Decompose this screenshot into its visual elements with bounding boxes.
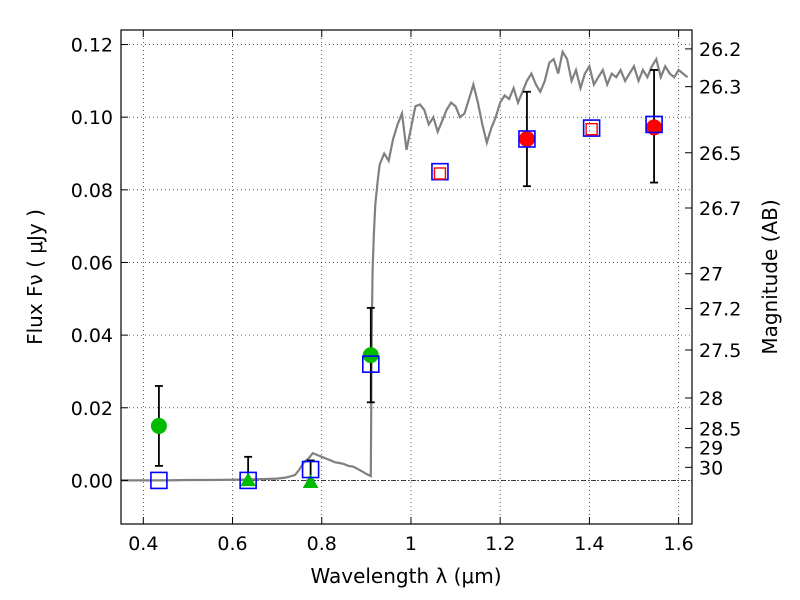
y-tick-label: 0.10 [71,107,113,129]
x-tick-label: 0.4 [128,533,158,555]
model-flux-square [645,115,663,134]
upper-limit-point [240,472,256,487]
y-tick-label: 0.00 [71,470,113,492]
magnitude-axis-label: Magnitude (AB) [758,199,782,354]
x-tick-label: 1.6 [664,533,694,555]
x-tick-label: 1.4 [574,533,604,555]
magnitude-tick-label: 30 [699,457,723,479]
magnitude-tick-label: 27.5 [699,340,741,362]
model-flux-square [239,471,257,490]
magnitude-tick-label: 28 [699,388,723,410]
magnitude-tick-label: 28.5 [699,418,741,440]
magnitude-tick-label: 29 [699,438,723,460]
magnitude-tick-label: 26.2 [699,39,741,61]
x-axis-label: Wavelength λ (μm) [310,564,501,588]
x-tick-label: 1 [405,533,417,555]
x-tick-label: 0.8 [307,533,337,555]
plot-series [121,48,689,490]
y-axis-label: Flux Fν ( μJy ) [23,209,47,345]
magnitude-tick-label: 26.3 [699,77,741,99]
model-spectrum-line [121,48,689,482]
photometry-point [362,347,379,364]
x-tick-label: 0.6 [217,533,247,555]
x-tick-label: 1.2 [485,533,515,555]
y-tick-label: 0.06 [71,252,113,274]
magnitude-tick-label: 27 [699,264,723,286]
photometry-point [150,417,167,434]
magnitude-tick-label: 26.7 [699,198,741,220]
y-tick-label: 0.04 [71,325,113,347]
model-flux-square [582,119,601,137]
y-tick-label: 0.08 [71,180,113,202]
model-flux-small-square [433,167,447,180]
model-flux-square [518,130,536,148]
y-tick-label: 0.02 [71,398,113,420]
plot-frame [120,29,693,525]
y-tick-label: 0.12 [71,35,113,57]
axis-ticks: 0.4 0.6 0.8 1 1.2 1.4 1.6 0.00 0.02 0.04 0.06 0.08 0… [71,30,741,555]
photometry-point [518,130,535,147]
model-flux-square [362,355,380,373]
magnitude-tick-label: 27.2 [699,299,741,321]
magnitude-tick-label: 26.5 [699,143,741,165]
upper-limit-point [302,474,319,488]
model-flux-small-square [585,122,598,136]
model-flux-square [301,460,320,479]
model-flux-square [150,471,168,490]
